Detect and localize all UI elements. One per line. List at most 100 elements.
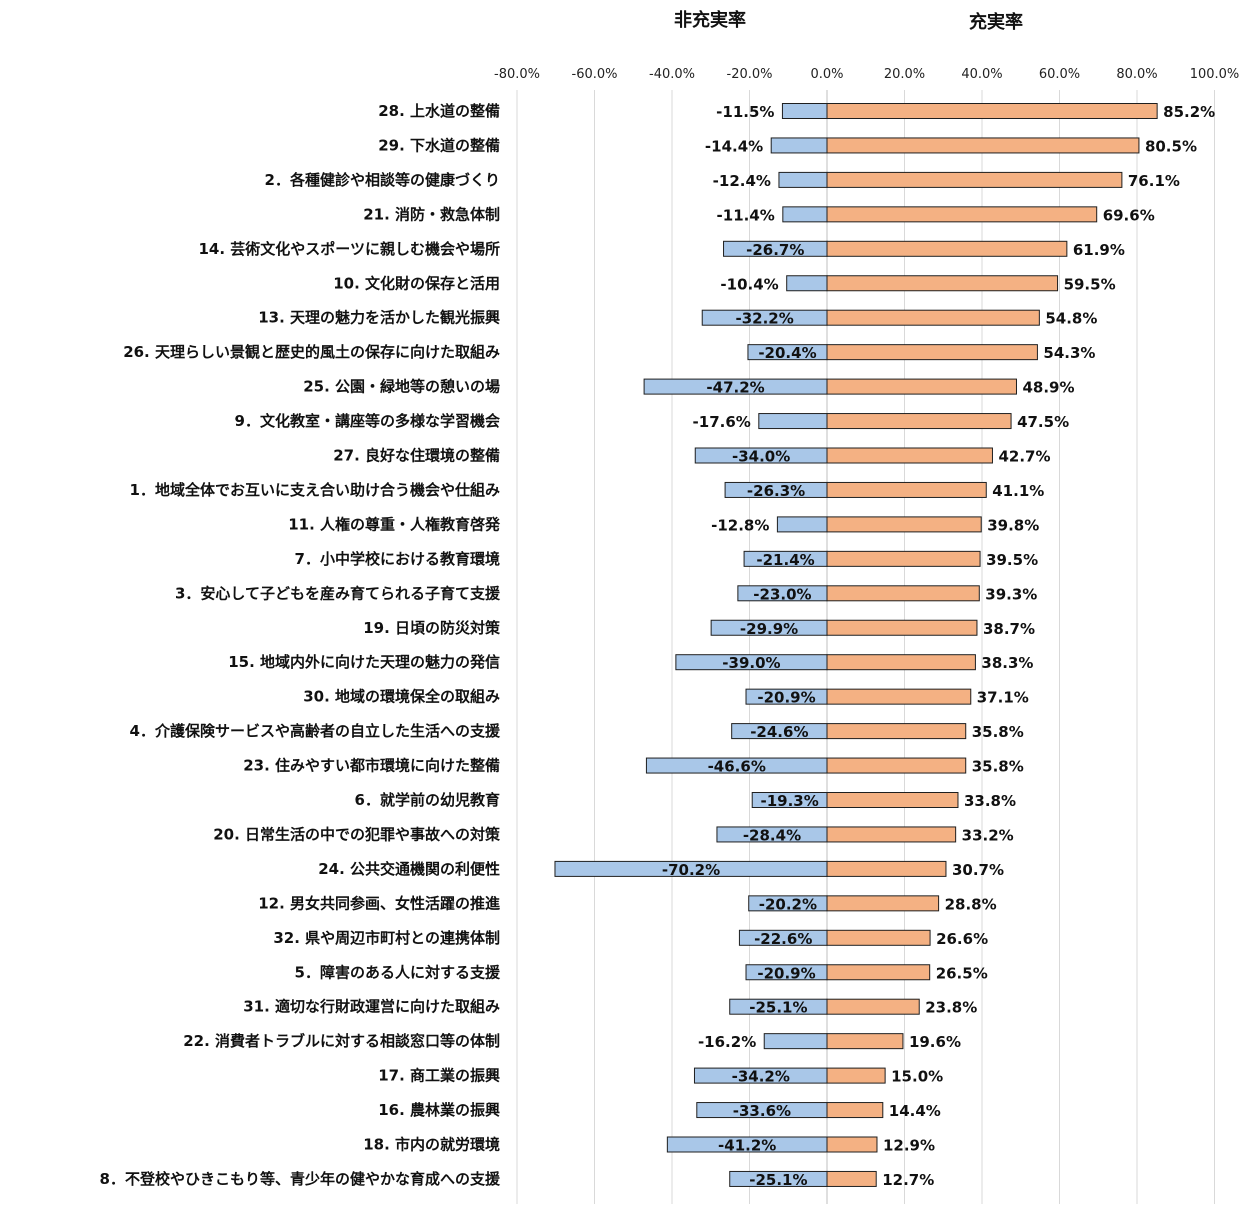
category-label: 2．各種健診や相談等の健康づくり (265, 171, 500, 189)
category-label: 4．介護保険サービスや高齢者の自立した生活への支援 (130, 722, 501, 740)
bar-negative (776, 516, 828, 533)
bars (554, 103, 1158, 1187)
bar-positive (826, 206, 1098, 223)
value-label-positive: 38.3% (981, 654, 1033, 672)
bar-negative (763, 1033, 828, 1050)
category-label: 10. 文化財の保存と活用 (333, 274, 500, 292)
value-label-negative: -25.1% (749, 999, 807, 1017)
value-label-negative: -20.2% (759, 895, 817, 913)
category-label: 20. 日常生活の中での犯罪や事故への対策 (213, 825, 501, 843)
value-label-positive: 35.8% (972, 758, 1024, 776)
bar-positive (826, 1033, 904, 1050)
value-label-negative: -33.6% (733, 1102, 791, 1120)
category-label: 1．地域全体でお互いに支え合い助け合う機会や仕組み (130, 481, 500, 499)
value-label-negative: -47.2% (706, 379, 764, 397)
bar-negative (786, 275, 828, 292)
value-label-positive: 28.8% (945, 895, 997, 913)
value-label-positive: 69.6% (1103, 206, 1155, 224)
bar-positive (826, 654, 976, 671)
bar-positive (826, 860, 947, 877)
value-label-negative: -23.0% (753, 585, 811, 603)
category-label: 16. 農林業の振興 (378, 1101, 500, 1119)
value-label-negative: -11.5% (716, 103, 774, 121)
value-label-negative: -46.6% (708, 758, 766, 776)
category-labels: 28. 上水道の整備 29. 下水道の整備 2．各種健診や相談等の健康づくり 21. … (100, 102, 501, 1188)
bar-positive (826, 137, 1140, 154)
bar-positive (826, 757, 967, 774)
bar-positive (826, 723, 967, 740)
value-label-negative: -20.9% (757, 689, 815, 707)
bar-negative (781, 103, 828, 119)
bar-positive (826, 171, 1123, 188)
category-label: 25. 公園・緑地等の憩いの場 (303, 378, 500, 396)
x-tick-label: -60.0% (572, 67, 618, 82)
category-label: 8．不登校やひきこもり等、青少年の健やかな育成への支援 (100, 1170, 501, 1188)
category-label: 15. 地域内外に向けた天理の魅力の発信 (228, 653, 500, 671)
bar-positive (826, 240, 1068, 257)
value-label-positive: 26.5% (936, 964, 988, 982)
value-label-negative: -70.2% (662, 861, 720, 879)
bar-negative (770, 137, 828, 154)
bar-positive (826, 447, 993, 464)
value-label-positive: 35.8% (972, 723, 1024, 741)
value-label-negative: -12.8% (711, 516, 769, 534)
value-label-negative: -29.9% (740, 620, 798, 638)
category-label: 12. 男女共同参画、女性活躍の推進 (258, 894, 501, 912)
bar-positive (826, 964, 931, 981)
category-label: 17. 商工業の振興 (378, 1067, 500, 1085)
x-tick-label: 20.0% (884, 67, 925, 82)
bar-positive (826, 688, 972, 705)
value-label-negative: -20.9% (757, 964, 815, 982)
x-tick-label: 100.0% (1190, 67, 1240, 82)
category-label: 7．小中学校における教育環境 (295, 550, 500, 568)
bar-positive (826, 826, 957, 843)
category-label: 21. 消防・救急体制 (363, 205, 500, 223)
x-tick-label: -40.0% (649, 67, 695, 82)
value-label-positive: 41.1% (992, 482, 1044, 500)
bar-positive (826, 1170, 877, 1187)
value-label-positive: 39.3% (985, 585, 1037, 603)
value-label-negative: -24.6% (750, 723, 808, 741)
category-label: 9．文化教室・講座等の多様な学習機会 (235, 412, 500, 430)
value-label-positive: 38.7% (983, 620, 1035, 638)
category-label: 14. 芸術文化やスポーツに親しむ機会や場所 (199, 240, 501, 258)
bar-positive (826, 378, 1017, 395)
value-label-negative: -20.4% (758, 344, 816, 362)
negative-series-header: 非充実率 (674, 9, 746, 31)
category-label: 31. 適切な行財政運営に向けた取組み (243, 998, 500, 1016)
value-label-negative: -12.4% (713, 172, 771, 190)
value-label-positive: 33.2% (962, 826, 1014, 844)
value-label-negative: -14.4% (705, 137, 763, 155)
value-label-positive: 47.5% (1017, 413, 1069, 431)
value-label-positive: 14.4% (889, 1102, 941, 1120)
positive-series-header: 充実率 (969, 11, 1023, 33)
value-label-negative: -26.7% (746, 241, 804, 259)
value-label-negative: -21.4% (756, 551, 814, 569)
value-label-negative: -19.3% (760, 792, 818, 810)
value-label-positive: 42.7% (998, 448, 1050, 466)
bar-positive (826, 619, 978, 636)
value-label-negative: -41.2% (718, 1137, 776, 1155)
category-label: 28. 上水道の整備 (378, 102, 500, 120)
value-label-positive: 12.7% (882, 1171, 934, 1189)
value-label-positive: 54.8% (1045, 310, 1097, 328)
value-label-negative: -34.0% (732, 448, 790, 466)
value-label-positive: 39.8% (987, 516, 1039, 534)
value-label-negative: -17.6% (693, 413, 751, 431)
value-label-positive: 12.9% (883, 1137, 935, 1155)
value-label-positive: 30.7% (952, 861, 1004, 879)
category-label: 23. 住みやすい都市環境に向けた整備 (243, 757, 500, 775)
value-labels: -11.5% 85.2% -14.4% 80.5% -12.4% 76.1% -11.4% 6… (662, 103, 1215, 1189)
category-label: 18. 市内の就労環境 (363, 1136, 500, 1154)
value-label-positive: 85.2% (1163, 103, 1215, 121)
category-label: 11. 人権の尊重・人権教育啓発 (288, 515, 501, 533)
value-label-negative: -39.0% (722, 654, 780, 672)
value-label-negative: -34.2% (732, 1068, 790, 1086)
value-label-positive: 48.9% (1022, 379, 1074, 397)
category-label: 19. 日頃の防災対策 (363, 619, 501, 637)
bar-positive (826, 792, 959, 808)
category-label: 13. 天理の魅力を活かした観光振興 (258, 309, 500, 327)
value-label-negative: -25.1% (749, 1171, 807, 1189)
